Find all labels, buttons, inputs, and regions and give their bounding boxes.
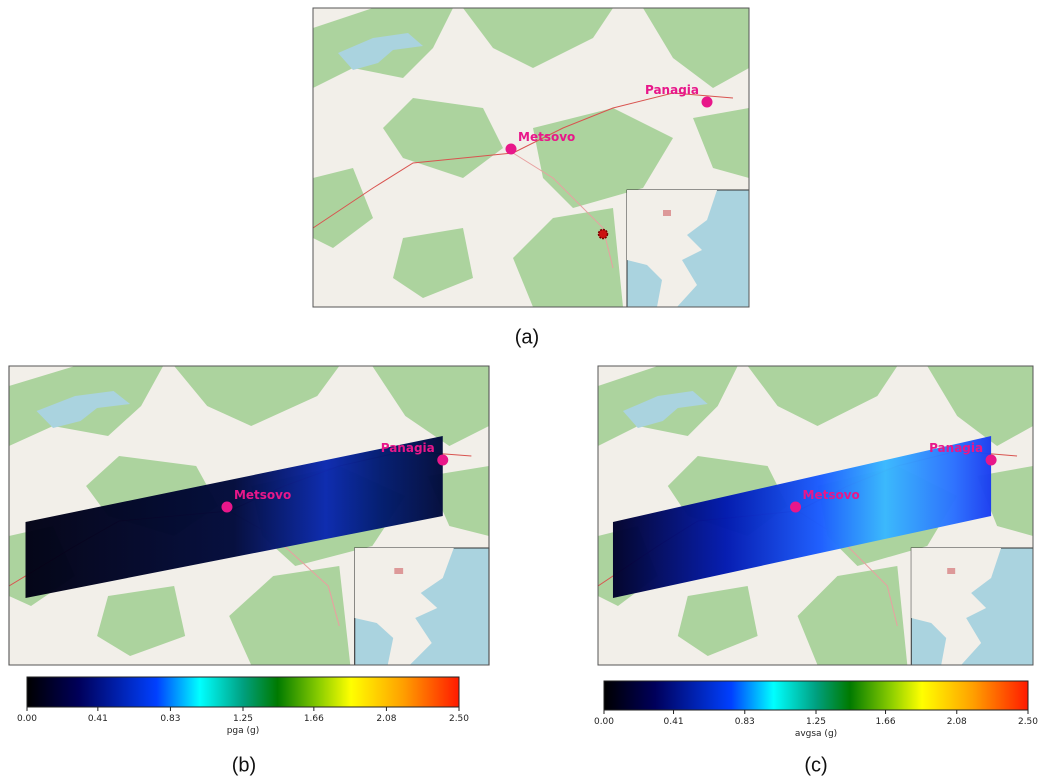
place-label: Panagia (381, 441, 435, 455)
colorbar (604, 681, 1028, 710)
inset-map (627, 190, 749, 307)
place-label: Metsovo (234, 488, 291, 502)
place-marker (702, 97, 713, 108)
place-marker (506, 144, 517, 155)
tick-label: 0.83 (160, 714, 180, 724)
map (313, 8, 749, 307)
inset-area (947, 568, 955, 574)
panel-label: (a) (515, 326, 539, 348)
tick-label: 2.50 (449, 714, 469, 724)
place-marker (221, 502, 232, 513)
tick-label: 0.83 (735, 717, 755, 727)
tick-label: 0.00 (594, 717, 614, 727)
tick-label: 0.00 (17, 714, 37, 724)
colorbar-label: avgsa (g) (795, 729, 837, 739)
epicenter (599, 230, 608, 239)
panel: Metsovo Panagia (b) 0.00 0.41 0.83 1.25 1.66 2.0… (9, 366, 489, 776)
tick-label: 2.50 (1018, 717, 1038, 727)
panel-label: (c) (804, 754, 827, 776)
tick-label: 1.25 (233, 714, 253, 724)
inset-map (911, 548, 1033, 665)
panel: Metsovo Panagia (a) (313, 8, 749, 348)
tick-label: 1.66 (304, 714, 324, 724)
map (9, 366, 489, 665)
inset-area (663, 210, 671, 216)
tick-label: 2.08 (376, 714, 396, 724)
tick-label: 1.66 (876, 717, 896, 727)
tick-label: 1.25 (806, 717, 826, 727)
panel-label: (b) (232, 754, 256, 776)
tick-label: 0.41 (664, 717, 684, 727)
colorbar (27, 677, 459, 707)
place-label: Metsovo (803, 488, 860, 502)
place-label: Metsovo (518, 130, 575, 144)
inset-area (394, 568, 403, 574)
place-marker (437, 455, 448, 466)
place-marker (790, 502, 801, 513)
colorbar-label: pga (g) (227, 726, 260, 736)
place-label: Panagia (929, 441, 983, 455)
inset-map (355, 548, 489, 665)
tick-label: 2.08 (947, 717, 967, 727)
place-label: Panagia (645, 83, 699, 97)
figure: Metsovo Panagia (a) Metsovo Panagia (b) 0.00 0.… (0, 0, 1042, 778)
tick-label: 0.41 (88, 714, 108, 724)
map (598, 366, 1033, 665)
place-marker (986, 455, 997, 466)
panel: Metsovo Panagia (c) 0.00 0.41 0.83 1.25 1.66 2.0… (594, 366, 1038, 776)
